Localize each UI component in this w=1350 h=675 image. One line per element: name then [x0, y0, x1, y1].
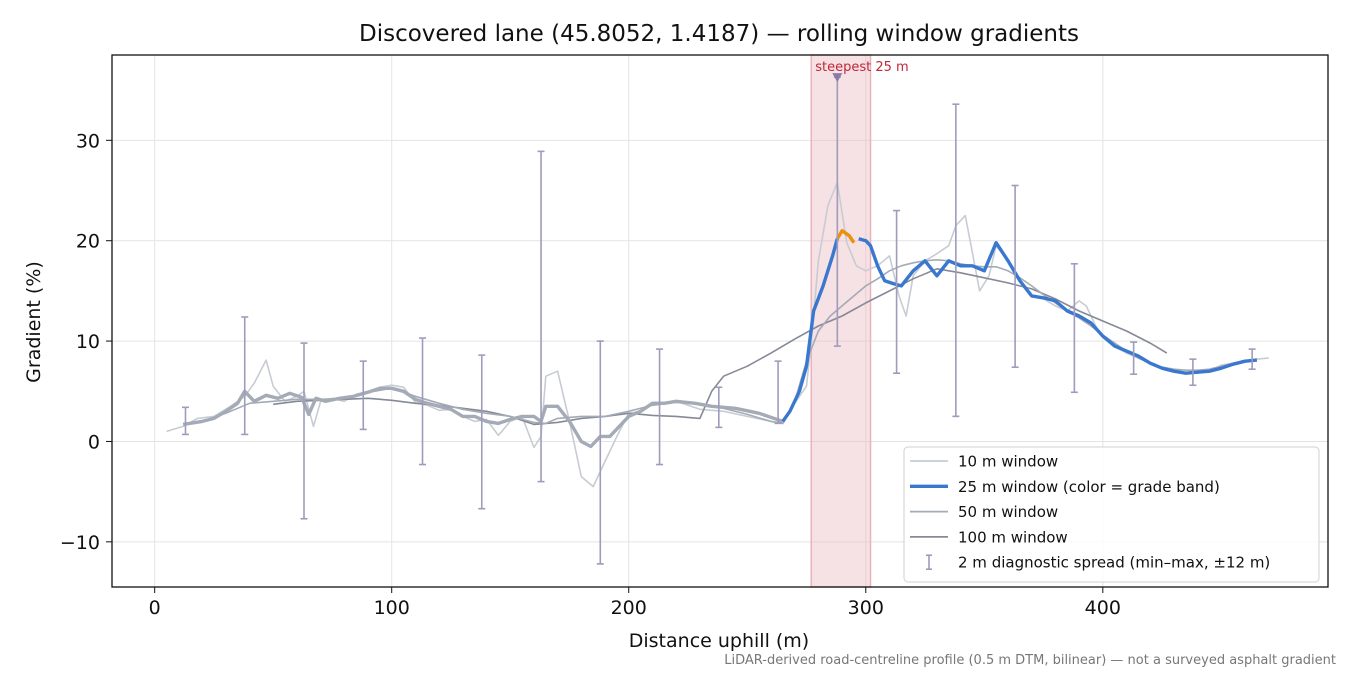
x-tick-label: 200 — [611, 597, 647, 619]
legend-label: 25 m window (color = grade band) — [958, 478, 1220, 496]
series-line-w25-steepest — [835, 228, 856, 244]
series-line-w25-upper — [858, 237, 1258, 375]
legend-label: 2 m diagnostic spread (min–max, ±12 m) — [958, 554, 1270, 572]
y-tick-label: 0 — [88, 431, 100, 453]
y-ticks: −10 0 10 20 30 — [60, 130, 112, 554]
steepest-marker — [832, 73, 843, 83]
x-ticks: 0 100 200 300 400 — [149, 587, 1121, 619]
error-bars — [181, 76, 1256, 565]
x-axis-label: Distance uphill (m) — [629, 630, 809, 652]
x-tick-label: 100 — [374, 597, 410, 619]
series-line-w25 — [781, 238, 839, 423]
legend-label: 100 m window — [958, 528, 1068, 546]
axes — [111, 54, 1329, 588]
grid-lines — [112, 55, 1328, 587]
steepest-band — [810, 54, 872, 588]
series-line-w25-low — [182, 386, 784, 449]
x-tick-label: 0 — [149, 597, 161, 619]
chart-title: Discovered lane (45.8052, 1.4187) — roll… — [359, 21, 1079, 47]
y-tick-label: 10 — [76, 331, 100, 353]
annotation: steepest 25 m — [815, 60, 909, 83]
legend-label: 50 m window — [958, 503, 1058, 521]
steepest-highlight — [810, 54, 872, 588]
y-axis-label: Gradient (%) — [23, 261, 45, 383]
axes-frame — [111, 54, 1329, 588]
footnote: LiDAR-derived road-centreline profile (0… — [724, 653, 1336, 668]
legend-box — [903, 446, 1320, 583]
y-tick-label: 20 — [76, 231, 100, 253]
y-tick-label: 30 — [76, 130, 100, 152]
steepest-label: steepest 25 m — [815, 60, 908, 75]
x-tick-label: 300 — [848, 597, 884, 619]
series-lines — [166, 181, 1269, 488]
x-tick-label: 400 — [1085, 597, 1121, 619]
legend: 10 m window 25 m window (color = grade ba… — [903, 446, 1320, 583]
y-tick-label: −10 — [60, 532, 100, 554]
legend-label: 10 m window — [958, 453, 1058, 471]
